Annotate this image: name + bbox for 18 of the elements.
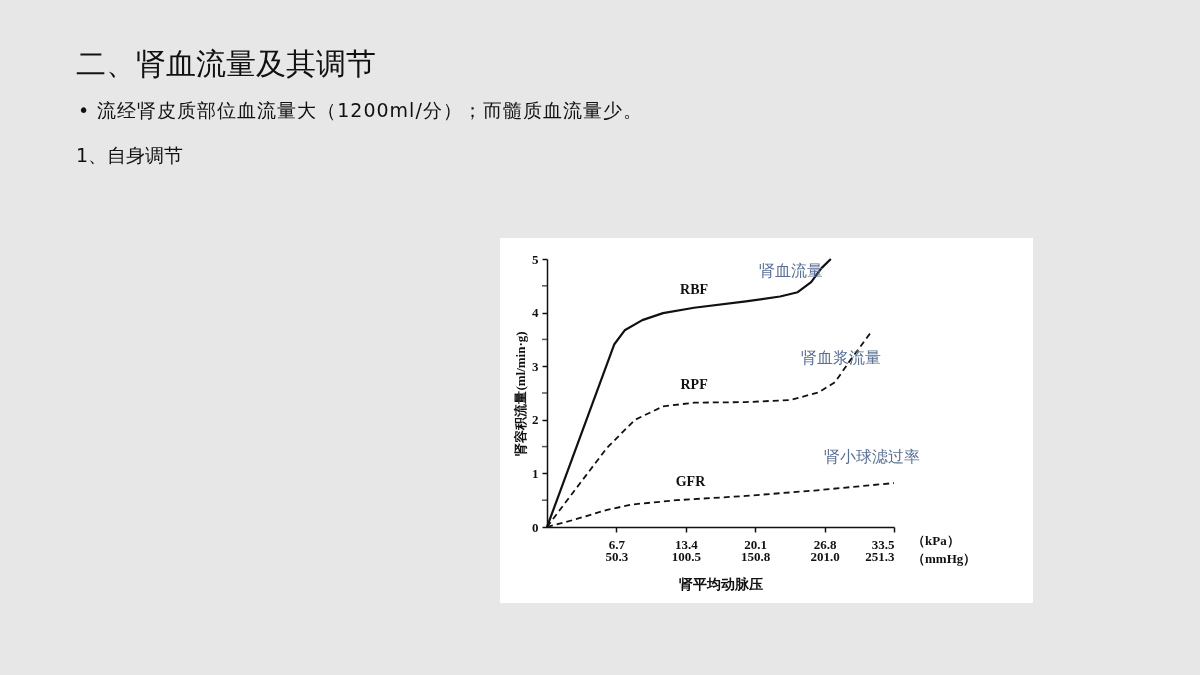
y-tick-label: 0 bbox=[532, 519, 539, 535]
text: （kPa） bbox=[912, 533, 960, 548]
text: （mmHg） bbox=[912, 551, 977, 566]
series-label: RPF bbox=[680, 376, 708, 392]
x-axis-title: 肾平均动脉压 bbox=[679, 575, 763, 592]
y-axis-title: 肾容积流量(ml/min·g) bbox=[513, 331, 528, 456]
text: 1、自身调节 bbox=[76, 143, 184, 168]
y-tick-label: 2 bbox=[532, 412, 539, 428]
y-tick-label: 3 bbox=[532, 358, 539, 374]
y-tick-label: 5 bbox=[532, 251, 539, 267]
annotation: 肾血浆流量 bbox=[801, 347, 882, 367]
annotation: 肾小球滤过率 bbox=[824, 447, 920, 467]
text: 二、肾血流量及其调节 bbox=[76, 45, 376, 83]
y-tick-label: 4 bbox=[532, 305, 539, 321]
series-label: RBF bbox=[680, 281, 709, 297]
y-tick-label: 1 bbox=[532, 465, 539, 481]
text: • 流经肾皮质部位血流量大（1200ml/分）；而髓质血流量少。 bbox=[78, 98, 643, 123]
series-label: GFR bbox=[675, 474, 707, 490]
